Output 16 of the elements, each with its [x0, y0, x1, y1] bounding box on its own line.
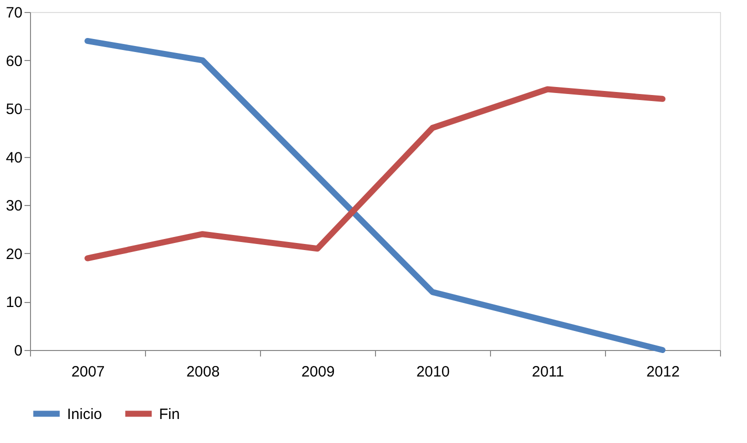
x-tick-label: 2012 [646, 364, 680, 380]
y-tick-label: 40 [6, 149, 22, 166]
y-tick-label: 10 [6, 294, 22, 312]
y-tick-label: 60 [6, 52, 22, 70]
y-tick-label: 70 [6, 4, 22, 22]
y-tick-label: 50 [6, 101, 22, 118]
legend-label: Fin [159, 406, 180, 423]
legend-label: Inicio [67, 406, 102, 423]
x-tick-label: 2010 [416, 364, 450, 380]
y-tick-label: 20 [6, 246, 22, 263]
x-tick-label: 2011 [532, 364, 564, 380]
x-tick-label: 2007 [71, 364, 105, 380]
y-tick-label: 0 [14, 342, 22, 360]
x-tick-label: 2009 [301, 364, 335, 380]
x-tick-label: 2008 [186, 364, 220, 380]
y-tick-label: 30 [6, 198, 22, 215]
